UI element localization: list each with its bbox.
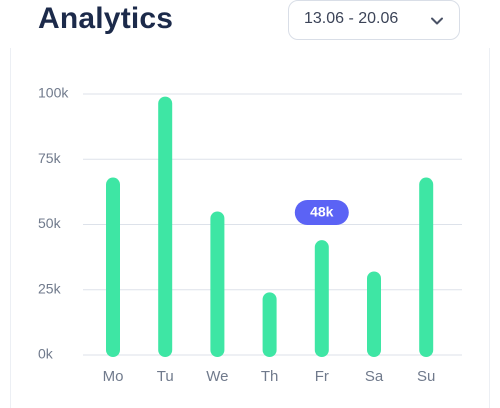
bar-we (210, 211, 225, 357)
date-range-select[interactable]: 13.06 - 20.06 (288, 0, 460, 40)
chart-card (10, 48, 490, 408)
value-badge-label: 48k (310, 204, 334, 220)
y-tick-label: 50k (38, 215, 62, 231)
bar-tu (158, 96, 173, 358)
bar-su (419, 177, 434, 357)
x-tick-label: Su (417, 368, 435, 385)
bar-th (262, 292, 277, 357)
date-range-value: 13.06 - 20.06 (304, 10, 399, 27)
x-tick-label: Sa (365, 368, 384, 385)
y-tick-label: 25k (38, 280, 62, 296)
bar-fr (314, 240, 329, 357)
chevron-down-icon (431, 17, 443, 25)
y-tick-label: 0k (38, 346, 54, 362)
x-tick-label: Fr (315, 368, 329, 385)
y-tick-label: 100k (38, 85, 69, 101)
x-tick-label: Mo (103, 368, 124, 385)
value-badge (294, 200, 349, 225)
x-tick-label: We (206, 368, 228, 385)
x-tick-label: Tu (157, 368, 174, 385)
bar-mo (106, 177, 120, 357)
page-title: Analytics (38, 2, 174, 35)
bar-sa (367, 271, 381, 357)
y-tick-label: 75k (38, 150, 62, 166)
x-tick-label: Th (261, 368, 279, 385)
